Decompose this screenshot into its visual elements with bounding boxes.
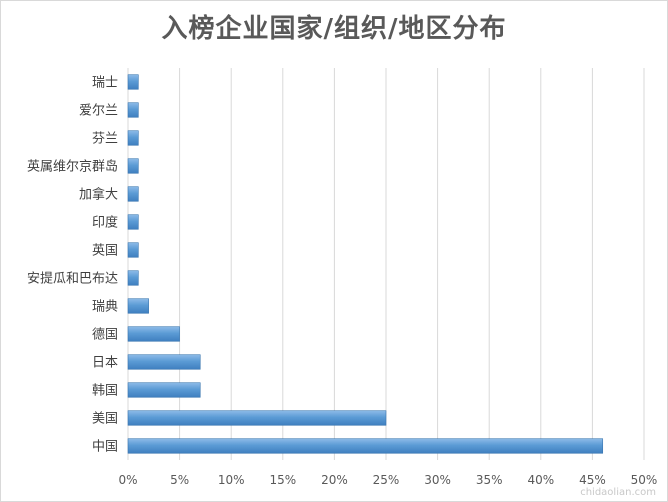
bar <box>127 158 139 174</box>
x-tick-label: 50% <box>631 473 658 487</box>
bar <box>127 74 139 90</box>
category-label: 英国 <box>92 244 118 259</box>
category-label: 中国 <box>92 440 118 455</box>
x-tick-label: 40% <box>527 473 554 487</box>
bar <box>127 270 139 286</box>
category-label: 德国 <box>92 328 118 343</box>
category-label: 加拿大 <box>79 187 118 203</box>
x-tick-labels: 0% 5% 10% 15% 20% 25% 30% 35% 40% 45% 50% <box>118 473 657 487</box>
bar <box>127 354 201 370</box>
category-label: 瑞典 <box>92 300 118 315</box>
grid-lines <box>127 68 645 460</box>
x-tick-label: 20% <box>321 473 348 487</box>
category-label: 印度 <box>92 215 118 231</box>
bars <box>127 74 604 454</box>
bar <box>127 130 139 146</box>
x-tick-label: 0% <box>118 473 137 487</box>
category-label: 日本 <box>92 356 118 371</box>
bar <box>127 438 604 454</box>
category-label: 芬兰 <box>92 132 118 147</box>
x-tick-label: 35% <box>476 473 503 487</box>
bar <box>127 298 149 314</box>
bar <box>127 214 139 230</box>
bar <box>127 102 139 118</box>
chart-title: 入榜企业国家/组织/地区分布 <box>161 14 507 44</box>
category-label: 爱尔兰 <box>79 104 118 119</box>
x-tick-label: 30% <box>424 473 451 487</box>
bar <box>127 410 387 426</box>
bar <box>127 242 139 258</box>
category-label: 美国 <box>92 412 118 427</box>
x-tick-label: 10% <box>218 473 245 487</box>
category-label: 瑞士 <box>92 76 118 91</box>
watermark: chidaolian.com <box>580 487 656 498</box>
category-label: 韩国 <box>92 384 118 399</box>
x-tick-label: 25% <box>373 473 400 487</box>
bar <box>127 186 139 202</box>
category-label: 英属维尔京群岛 <box>27 159 118 175</box>
x-tick-label: 45% <box>579 473 606 487</box>
bar <box>127 326 180 342</box>
x-tick-label: 15% <box>269 473 296 487</box>
x-tick-label: 5% <box>170 473 189 487</box>
category-label: 安提瓜和巴布达 <box>27 271 118 287</box>
bar <box>127 382 201 398</box>
